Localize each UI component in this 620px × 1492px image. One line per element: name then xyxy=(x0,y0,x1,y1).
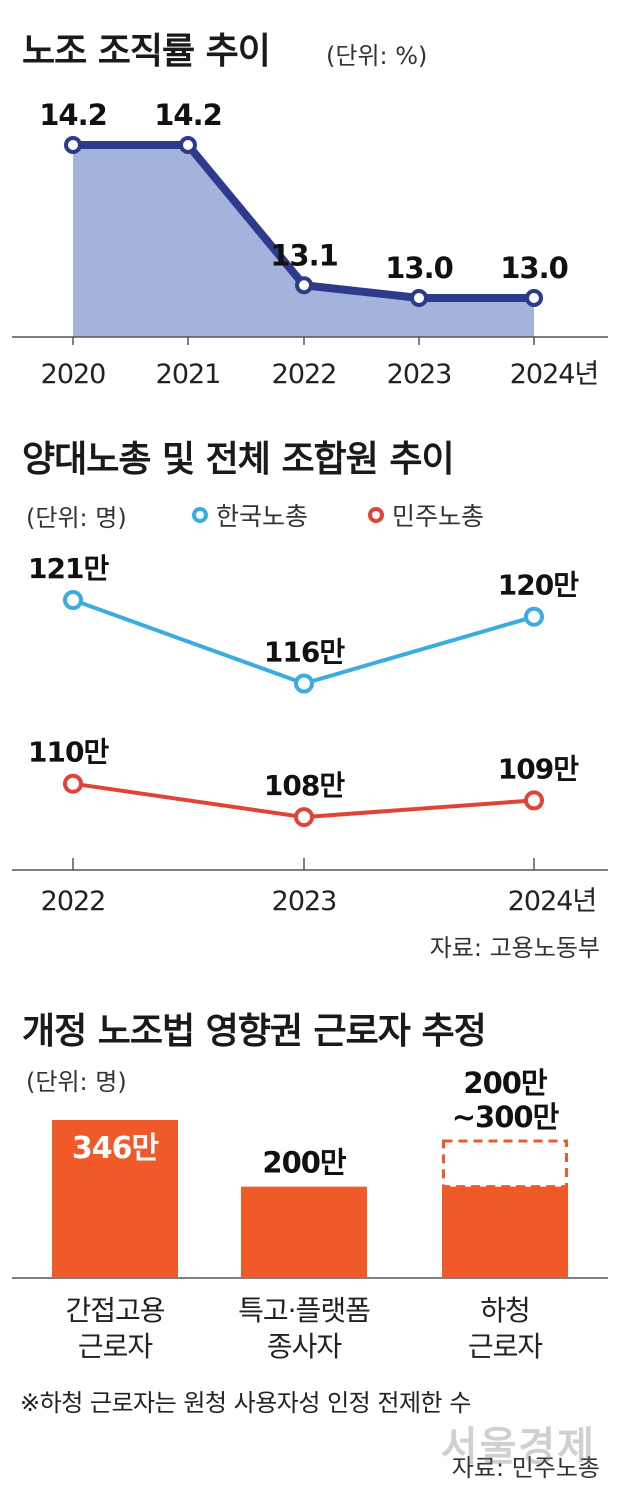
watermark: 서울경제 xyxy=(440,1424,596,1470)
data-point xyxy=(525,289,543,307)
category-label: 근로자 xyxy=(78,1330,153,1363)
data-label: 13.0 xyxy=(385,251,453,285)
data-label: 110만 xyxy=(28,736,109,769)
data-label: 121만 xyxy=(28,552,109,585)
data-label: ~300만 xyxy=(452,1100,560,1134)
data-label: 120만 xyxy=(498,569,579,602)
members-chart: 121만 116만 120만 110만 108만 109만 2022 2023 2024년 xyxy=(12,552,608,917)
union-rate-chart: 14.2 2020 14.2 2021 13.1 2022 13.0 2023 13.0 2024… xyxy=(12,98,608,390)
chart3-title: 개정 노조법 영향권 근로자 추정 xyxy=(22,1011,487,1052)
data-label: 13.1 xyxy=(270,238,338,272)
bar-range-dashed xyxy=(442,1139,568,1189)
x-tick-label: 2020 xyxy=(41,359,106,390)
x-tick-label: 2024년 xyxy=(510,359,599,390)
data-point xyxy=(524,606,544,627)
data-point xyxy=(410,289,428,307)
chart1-title: 노조 조직률 추이 xyxy=(22,31,271,72)
category-label: 간접고용 xyxy=(65,1294,164,1327)
data-label: 14.2 xyxy=(154,98,222,132)
legend-dot-icon xyxy=(368,507,384,523)
chart2-source: 자료: 고용노동부 xyxy=(429,934,600,962)
category-label: 특고·플랫폼 xyxy=(238,1294,370,1327)
data-point xyxy=(524,790,544,811)
data-point xyxy=(63,590,83,610)
chart3-unit: (단위: 명) xyxy=(26,1068,127,1096)
data-label: 200만 xyxy=(463,1066,548,1100)
data-label: 14.2 xyxy=(39,98,107,132)
x-tick-label: 2022 xyxy=(41,886,106,917)
data-label: 13.0 xyxy=(500,251,568,285)
x-tick-label: 2022 xyxy=(272,359,337,390)
chart2-unit: (단위: 명) xyxy=(26,504,127,532)
data-point xyxy=(294,673,314,694)
chart3-source: 자료: 민주노총 xyxy=(451,1454,600,1482)
legend-kctu: 민주노총 xyxy=(368,497,484,533)
chart1-unit: (단위: %) xyxy=(326,42,428,70)
data-label: 346만 xyxy=(72,1131,160,1166)
data-point xyxy=(63,773,83,794)
data-label: 116만 xyxy=(264,636,345,669)
area-fill xyxy=(73,145,534,337)
data-label: 200만 xyxy=(262,1146,347,1180)
data-point xyxy=(179,136,197,154)
data-label: 109만 xyxy=(498,752,579,785)
category-label: 근로자 xyxy=(468,1330,543,1363)
data-label: 108만 xyxy=(264,769,345,802)
legend-label: 민주노총 xyxy=(392,502,485,531)
bar xyxy=(241,1186,367,1278)
chart2-title: 양대노총 및 전체 조합원 추이 xyxy=(22,439,455,480)
legend-kctu-fktu: 한국노총 xyxy=(192,497,308,533)
legend-label: 한국노총 xyxy=(216,502,309,531)
x-tick-label: 2023 xyxy=(387,359,452,390)
legend-dot-icon xyxy=(192,507,208,523)
chart3-note: ※하청 근로자는 원청 사용자성 인정 전제한 수 xyxy=(20,1389,471,1417)
category-label: 종사자 xyxy=(267,1330,342,1363)
x-tick-label: 2024년 xyxy=(508,886,597,917)
data-point xyxy=(295,276,313,295)
x-tick-label: 2021 xyxy=(156,359,221,390)
category-label: 하청 xyxy=(480,1294,530,1327)
bar xyxy=(442,1186,568,1278)
bar xyxy=(52,1120,178,1278)
x-tick-label: 2023 xyxy=(272,886,337,917)
data-point xyxy=(64,136,82,154)
data-point xyxy=(294,807,314,828)
